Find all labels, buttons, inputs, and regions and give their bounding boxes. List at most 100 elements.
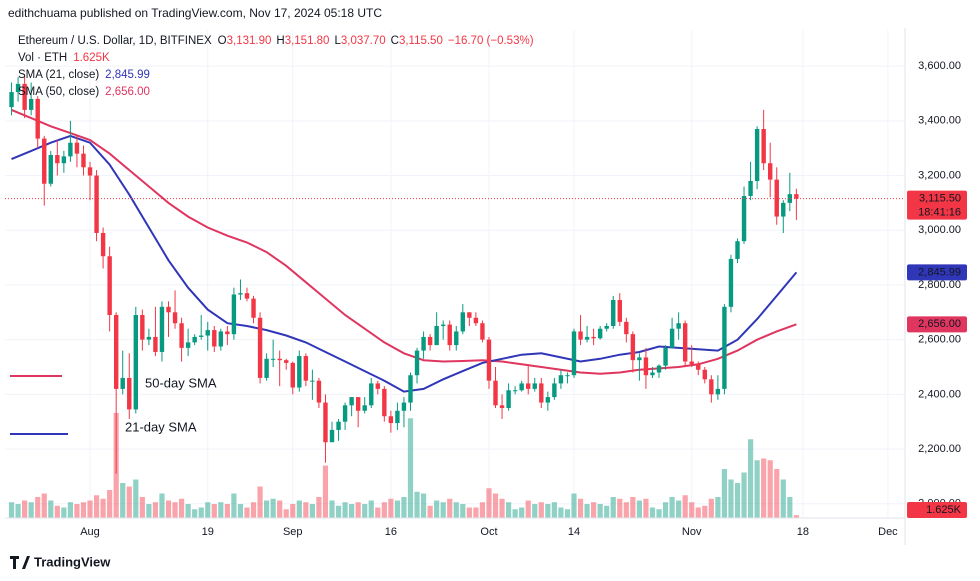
- volume-bar: [492, 493, 499, 518]
- volume-bar: [532, 504, 538, 518]
- candle-body: [676, 323, 681, 329]
- volume-bar: [577, 498, 584, 518]
- candle-body: [669, 328, 675, 348]
- volume-bar: [394, 500, 401, 518]
- volume-bar: [368, 500, 374, 518]
- volume-bar: [329, 500, 335, 518]
- volume-bar: [754, 460, 760, 518]
- candle-body: [499, 405, 505, 409]
- candle-body: [310, 380, 315, 382]
- volume-bar: [35, 497, 41, 518]
- candle-body: [225, 331, 230, 335]
- volume-bar: [460, 504, 466, 518]
- volume-bar: [67, 502, 74, 518]
- volume-bar: [8, 502, 15, 518]
- ohlc-value: 3,037.70: [341, 35, 386, 47]
- volume-bar: [146, 504, 152, 518]
- volume-bar: [270, 498, 276, 518]
- grid: [5, 30, 905, 518]
- candle-body: [689, 361, 694, 365]
- candle-body: [617, 299, 622, 322]
- volume-bar: [126, 486, 132, 518]
- sma-value: 2,845.99: [105, 69, 150, 81]
- y-tick-label: 3,600.00: [918, 60, 961, 72]
- sma-price-tag: [907, 264, 967, 281]
- candle-body: [578, 331, 583, 340]
- candle-body: [604, 325, 609, 329]
- volume-bar: [702, 505, 708, 518]
- candle-body: [55, 155, 60, 164]
- legend-row: SMA (21, close) 2,845.99: [18, 69, 150, 81]
- volume-bar: [591, 502, 597, 518]
- candle-body: [460, 312, 466, 332]
- candle-body: [94, 175, 99, 233]
- volume-bar: [512, 509, 518, 518]
- candle-body: [696, 364, 701, 370]
- volume-bar: [505, 502, 512, 518]
- candle-body: [427, 336, 433, 346]
- volume-bar: [48, 500, 54, 518]
- y-tick-label: 2,600.00: [918, 334, 961, 346]
- last-price-tag: [907, 190, 967, 220]
- candle-body: [277, 358, 282, 361]
- candle-body: [643, 357, 649, 376]
- candle-body: [336, 421, 341, 430]
- sma-annotation: 21-day SMA: [125, 419, 197, 434]
- volume-bar: [551, 502, 557, 518]
- candle-body: [526, 383, 531, 389]
- candle-body: [61, 156, 67, 164]
- legend-row: Vol · ETH 1.625K: [18, 52, 110, 64]
- volume-bar: [656, 509, 662, 518]
- candle-body: [15, 83, 21, 93]
- volume-bar: [139, 497, 145, 518]
- candle-body: [408, 375, 413, 403]
- volume-bar: [741, 472, 747, 518]
- candle-body: [434, 325, 439, 346]
- volume-bar: [283, 509, 289, 518]
- candle-body: [9, 92, 14, 108]
- candle-body: [342, 405, 348, 422]
- candle-body: [270, 358, 276, 360]
- candle-body: [584, 336, 590, 340]
- volume-tag-label: 1.625K: [926, 504, 962, 516]
- volume-bar: [303, 502, 309, 518]
- sma-price-label: 2,656.00: [918, 318, 961, 330]
- y-tick-label: 2,200.00: [918, 443, 961, 455]
- volume-bar: [721, 469, 728, 518]
- volume-bar: [610, 497, 616, 518]
- candle-body: [81, 153, 86, 168]
- symbol: Ethereum / U.S. Dollar, 1D, BITFINEX: [18, 35, 212, 47]
- volume-bar: [231, 493, 237, 518]
- volume-name: Vol · ETH: [18, 52, 67, 64]
- volume-bar: [335, 505, 342, 518]
- volume-bar: [466, 507, 472, 518]
- candle-body: [702, 369, 707, 380]
- volume-bar: [15, 504, 21, 518]
- volume-bar: [571, 493, 577, 518]
- legend: 50-day SMA 21-day SMA Ethereum / U.S. Doll…: [10, 35, 534, 435]
- candle-body: [329, 429, 335, 443]
- candle-body: [552, 383, 557, 398]
- volume-bar: [178, 498, 185, 518]
- volume-bar: [192, 509, 198, 518]
- countdown: 18:41:16: [918, 207, 961, 219]
- volume-bar: [388, 498, 394, 518]
- volume-bar: [689, 502, 695, 518]
- volume-bar: [316, 497, 322, 518]
- candle-body: [264, 358, 269, 378]
- volume-bar: [41, 493, 47, 518]
- volume-bar: [159, 493, 165, 518]
- volume-bar: [407, 418, 414, 518]
- y-tick-label: 2,800.00: [918, 279, 961, 291]
- volume-bar: [309, 504, 315, 518]
- volume-bar: [486, 488, 492, 518]
- candle-body: [682, 323, 688, 362]
- volume-bar: [257, 486, 263, 518]
- candle-body: [212, 330, 217, 347]
- volume-bar: [682, 495, 688, 518]
- candle-body: [558, 375, 564, 384]
- candle-body: [100, 232, 106, 257]
- volume-bar: [558, 507, 564, 518]
- volume-bar: [669, 497, 675, 518]
- candle-body: [172, 312, 178, 324]
